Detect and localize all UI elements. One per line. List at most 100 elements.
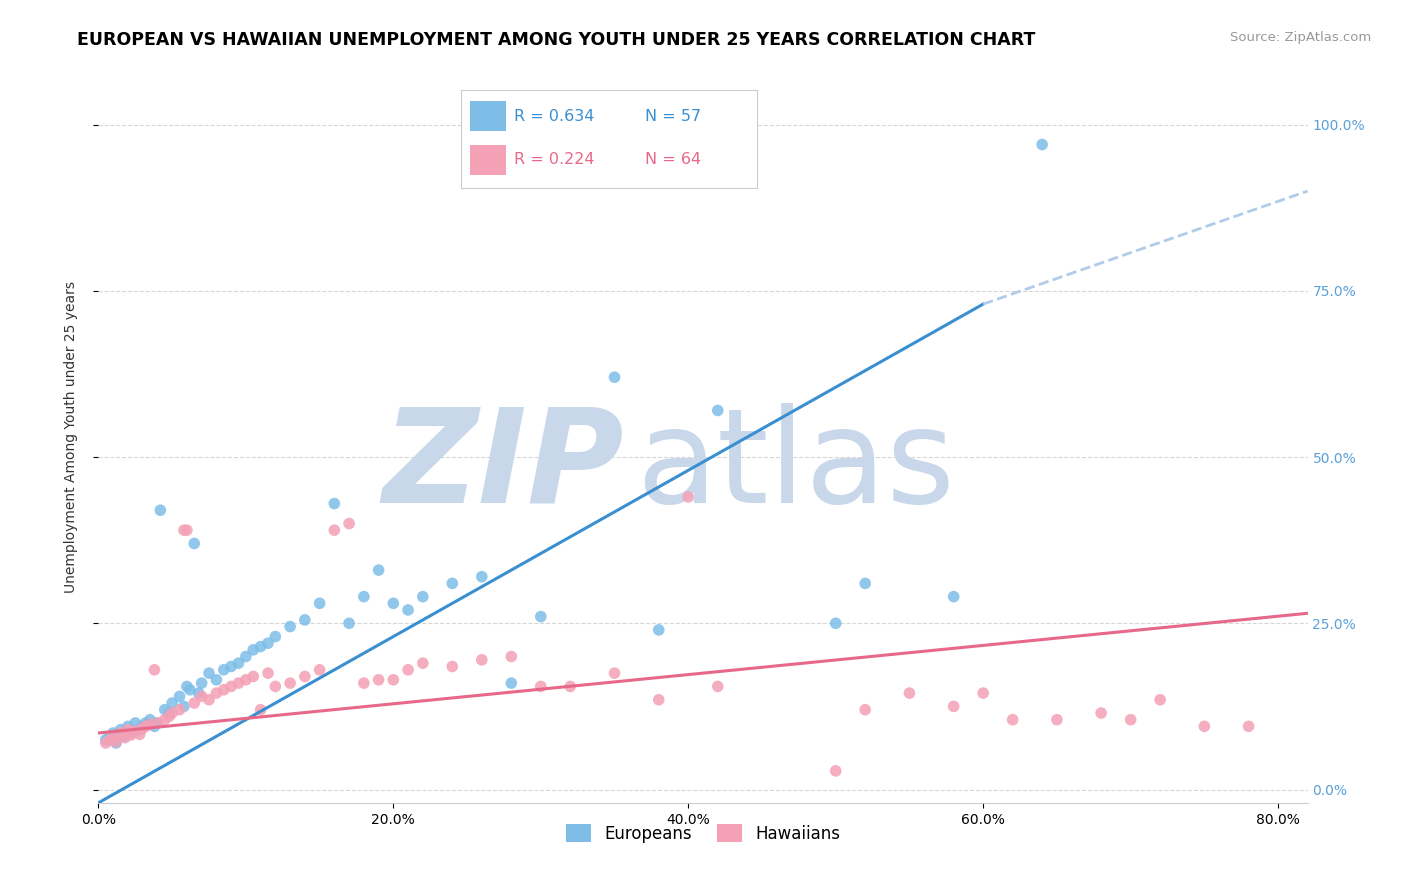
Point bbox=[135, 719, 157, 733]
Point bbox=[205, 686, 228, 700]
Point bbox=[235, 673, 257, 687]
Point bbox=[110, 726, 132, 740]
Point bbox=[441, 576, 464, 591]
Point bbox=[183, 696, 205, 710]
Point bbox=[101, 726, 124, 740]
Point bbox=[824, 616, 846, 631]
Point bbox=[353, 590, 375, 604]
Point bbox=[183, 536, 205, 550]
Point bbox=[412, 590, 434, 604]
Point bbox=[187, 686, 209, 700]
Point bbox=[143, 719, 166, 733]
Point bbox=[471, 570, 494, 584]
Point bbox=[264, 630, 287, 644]
Point bbox=[308, 663, 330, 677]
Point bbox=[382, 673, 405, 687]
Point bbox=[294, 669, 316, 683]
Point bbox=[173, 699, 195, 714]
Point bbox=[1237, 719, 1260, 733]
Point bbox=[157, 706, 180, 720]
Point bbox=[105, 734, 128, 748]
Point bbox=[128, 727, 150, 741]
Point bbox=[278, 676, 301, 690]
Point bbox=[249, 640, 271, 654]
Point bbox=[212, 682, 235, 697]
Point bbox=[264, 680, 287, 694]
Point bbox=[94, 732, 117, 747]
Point bbox=[128, 723, 150, 737]
Point bbox=[205, 673, 228, 687]
Point bbox=[294, 613, 316, 627]
Point bbox=[173, 523, 195, 537]
Point bbox=[114, 731, 136, 745]
Point bbox=[603, 370, 626, 384]
Point bbox=[471, 653, 494, 667]
Point bbox=[1001, 713, 1024, 727]
Point bbox=[942, 590, 965, 604]
Point bbox=[706, 680, 728, 694]
Point bbox=[353, 676, 375, 690]
Point bbox=[169, 690, 191, 704]
Point bbox=[160, 696, 183, 710]
Point bbox=[114, 729, 136, 743]
Point bbox=[228, 656, 250, 670]
Point bbox=[131, 722, 153, 736]
Point bbox=[396, 603, 419, 617]
Point bbox=[441, 659, 464, 673]
Y-axis label: Unemployment Among Youth under 25 years: Unemployment Among Youth under 25 years bbox=[63, 281, 77, 593]
Point bbox=[153, 703, 176, 717]
Point bbox=[853, 576, 876, 591]
Point bbox=[648, 623, 671, 637]
Point bbox=[153, 713, 176, 727]
Point bbox=[157, 709, 180, 723]
Point bbox=[337, 616, 360, 631]
Point bbox=[198, 692, 221, 706]
Point bbox=[337, 516, 360, 531]
Text: Source: ZipAtlas.com: Source: ZipAtlas.com bbox=[1230, 31, 1371, 45]
Point bbox=[228, 676, 250, 690]
Point bbox=[678, 490, 700, 504]
Point bbox=[110, 723, 132, 737]
Point bbox=[530, 680, 553, 694]
Point bbox=[120, 726, 142, 740]
Point bbox=[179, 682, 201, 697]
Point bbox=[249, 703, 271, 717]
Point bbox=[1046, 713, 1069, 727]
Point bbox=[190, 690, 212, 704]
Point bbox=[135, 716, 157, 731]
Point bbox=[323, 497, 346, 511]
Point bbox=[176, 523, 198, 537]
Point bbox=[146, 716, 169, 731]
Point bbox=[367, 673, 389, 687]
Point bbox=[257, 636, 280, 650]
Point bbox=[117, 719, 139, 733]
Point bbox=[235, 649, 257, 664]
Text: ZIP: ZIP bbox=[382, 403, 624, 530]
Point bbox=[198, 666, 221, 681]
Point bbox=[212, 663, 235, 677]
Text: atlas: atlas bbox=[637, 403, 956, 530]
Point bbox=[560, 680, 582, 694]
Text: EUROPEAN VS HAWAIIAN UNEMPLOYMENT AMONG YOUTH UNDER 25 YEARS CORRELATION CHART: EUROPEAN VS HAWAIIAN UNEMPLOYMENT AMONG … bbox=[77, 31, 1036, 49]
Point bbox=[149, 503, 172, 517]
Point bbox=[898, 686, 921, 700]
Point bbox=[242, 669, 264, 683]
Point bbox=[219, 680, 242, 694]
Point bbox=[219, 659, 242, 673]
Point bbox=[308, 596, 330, 610]
Point bbox=[1031, 137, 1053, 152]
Point bbox=[146, 716, 169, 731]
Point bbox=[942, 699, 965, 714]
Point bbox=[124, 723, 146, 738]
Point bbox=[382, 596, 405, 610]
Point bbox=[648, 692, 671, 706]
Point bbox=[105, 736, 128, 750]
Point bbox=[94, 736, 117, 750]
Point bbox=[1194, 719, 1216, 733]
Point bbox=[120, 728, 142, 742]
Legend: Europeans, Hawaiians: Europeans, Hawaiians bbox=[560, 818, 846, 849]
Point bbox=[139, 717, 162, 731]
Point bbox=[101, 729, 124, 743]
Point bbox=[603, 666, 626, 681]
Point bbox=[367, 563, 389, 577]
